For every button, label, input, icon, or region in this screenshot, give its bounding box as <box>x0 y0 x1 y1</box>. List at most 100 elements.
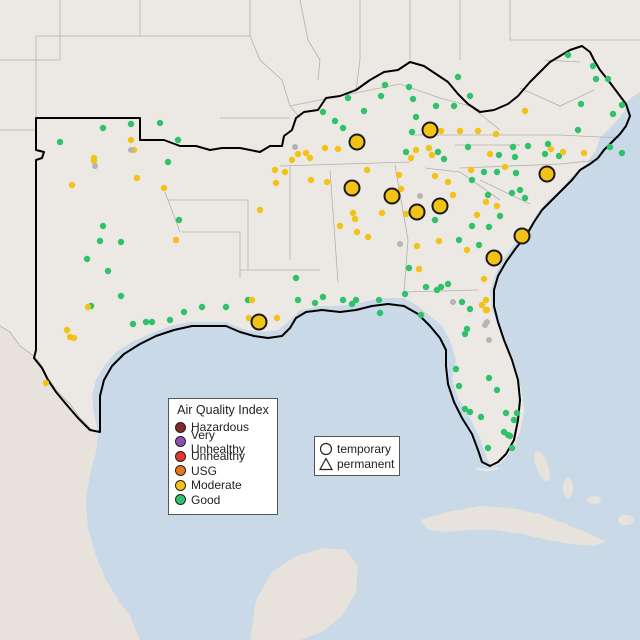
monitor-site-moderate[interactable] <box>456 127 464 135</box>
monitor-site-good[interactable] <box>485 223 493 231</box>
monitor-site-moderate[interactable] <box>474 127 482 135</box>
monitor-site-good[interactable] <box>431 216 439 224</box>
monitor-site-moderate[interactable] <box>353 228 361 236</box>
monitor-site-good[interactable] <box>606 143 614 151</box>
monitor-site-moderate[interactable] <box>521 107 529 115</box>
monitor-site-moderate[interactable] <box>482 198 490 206</box>
monitor-site-moderate[interactable] <box>463 246 471 254</box>
monitor-site-good[interactable] <box>417 311 425 319</box>
monitor-site-moderate-large[interactable] <box>383 187 401 205</box>
monitor-site-good[interactable] <box>348 300 356 308</box>
monitor-site-good[interactable] <box>405 264 413 272</box>
monitor-site-good[interactable] <box>513 409 521 417</box>
monitor-site-moderate[interactable] <box>273 314 281 322</box>
monitor-site-moderate[interactable] <box>435 237 443 245</box>
monitor-site-moderate[interactable] <box>271 166 279 174</box>
monitor-site-good[interactable] <box>454 73 462 81</box>
monitor-site-good[interactable] <box>319 293 327 301</box>
monitor-site-good[interactable] <box>466 305 474 313</box>
monitor-site-good[interactable] <box>485 374 493 382</box>
monitor-site-good[interactable] <box>466 92 474 100</box>
monitor-site-unknown[interactable] <box>482 322 488 328</box>
monitor-site-good[interactable] <box>516 186 524 194</box>
monitor-site-moderate[interactable] <box>431 172 439 180</box>
monitor-site-moderate[interactable] <box>302 149 310 157</box>
monitor-site-good[interactable] <box>156 119 164 127</box>
monitor-site-moderate[interactable] <box>402 210 410 218</box>
monitor-site-moderate-large[interactable] <box>250 313 268 331</box>
monitor-site-moderate[interactable] <box>256 206 264 214</box>
monitor-site-good[interactable] <box>339 124 347 132</box>
monitor-site-good[interactable] <box>352 296 360 304</box>
monitor-site-moderate[interactable] <box>307 176 315 184</box>
monitor-site-good[interactable] <box>104 267 112 275</box>
monitor-site-good[interactable] <box>468 222 476 230</box>
monitor-site-good[interactable] <box>577 100 585 108</box>
monitor-site-good[interactable] <box>331 117 339 125</box>
monitor-site-good[interactable] <box>148 318 156 326</box>
monitor-site-good[interactable] <box>544 140 552 148</box>
monitor-site-moderate[interactable] <box>486 150 494 158</box>
monitor-site-good[interactable] <box>618 149 626 157</box>
monitor-site-good[interactable] <box>508 189 516 197</box>
monitor-site-good[interactable] <box>509 143 517 151</box>
monitor-site-good[interactable] <box>127 120 135 128</box>
monitor-site-moderate[interactable] <box>351 215 359 223</box>
monitor-site-moderate-large[interactable] <box>538 165 556 183</box>
monitor-site-moderate[interactable] <box>413 242 421 250</box>
monitor-site-good[interactable] <box>180 308 188 316</box>
monitor-site-moderate[interactable] <box>425 144 433 152</box>
monitor-site-moderate[interactable] <box>415 265 423 273</box>
monitor-site-good[interactable] <box>117 238 125 246</box>
monitor-site-good[interactable] <box>432 102 440 110</box>
monitor-site-good[interactable] <box>129 320 137 328</box>
monitor-site-good[interactable] <box>463 325 471 333</box>
monitor-site-good[interactable] <box>377 92 385 100</box>
monitor-site-good[interactable] <box>458 298 466 306</box>
monitor-site-good[interactable] <box>604 75 612 83</box>
monitor-site-moderate[interactable] <box>473 211 481 219</box>
monitor-site-moderate[interactable] <box>580 149 588 157</box>
monitor-site-moderate[interactable] <box>407 154 415 162</box>
monitor-site-moderate[interactable] <box>294 150 302 158</box>
monitor-site-good[interactable] <box>504 431 512 439</box>
monitor-site-good[interactable] <box>319 108 327 116</box>
monitor-site-moderate[interactable] <box>437 127 445 135</box>
monitor-site-moderate-large[interactable] <box>431 197 449 215</box>
monitor-site-good[interactable] <box>524 142 532 150</box>
monitor-site-good[interactable] <box>409 95 417 103</box>
monitor-site-good[interactable] <box>464 143 472 151</box>
monitor-site-good[interactable] <box>455 382 463 390</box>
monitor-site-unknown[interactable] <box>292 144 298 150</box>
monitor-site-moderate[interactable] <box>428 151 436 159</box>
monitor-site-good[interactable] <box>360 107 368 115</box>
monitor-site-unknown[interactable] <box>417 193 423 199</box>
monitor-site-unknown[interactable] <box>397 241 403 247</box>
monitor-site-moderate[interactable] <box>70 334 78 342</box>
monitor-site-good[interactable] <box>375 296 383 304</box>
monitor-site-moderate[interactable] <box>364 233 372 241</box>
monitor-site-good[interactable] <box>434 148 442 156</box>
monitor-site-good[interactable] <box>455 236 463 244</box>
monitor-site-good[interactable] <box>222 303 230 311</box>
monitor-site-good[interactable] <box>294 296 302 304</box>
monitor-site-good[interactable] <box>401 290 409 298</box>
monitor-site-good[interactable] <box>96 237 104 245</box>
monitor-site-moderate[interactable] <box>306 154 314 162</box>
monitor-site-good[interactable] <box>381 81 389 89</box>
monitor-site-good[interactable] <box>402 148 410 156</box>
monitor-site-good[interactable] <box>510 416 518 424</box>
monitor-site-good[interactable] <box>422 283 430 291</box>
monitor-site-good[interactable] <box>493 168 501 176</box>
monitor-site-moderate[interactable] <box>68 181 76 189</box>
monitor-site-moderate[interactable] <box>127 136 135 144</box>
monitor-site-unknown[interactable] <box>450 299 456 305</box>
monitor-site-good[interactable] <box>609 110 617 118</box>
monitor-site-good[interactable] <box>589 62 597 70</box>
monitor-site-moderate[interactable] <box>492 130 500 138</box>
monitor-site-moderate[interactable] <box>63 326 71 334</box>
monitor-site-good[interactable] <box>512 169 520 177</box>
monitor-site-good[interactable] <box>468 176 476 184</box>
monitor-site-moderate[interactable] <box>480 275 488 283</box>
monitor-site-good[interactable] <box>437 283 445 291</box>
